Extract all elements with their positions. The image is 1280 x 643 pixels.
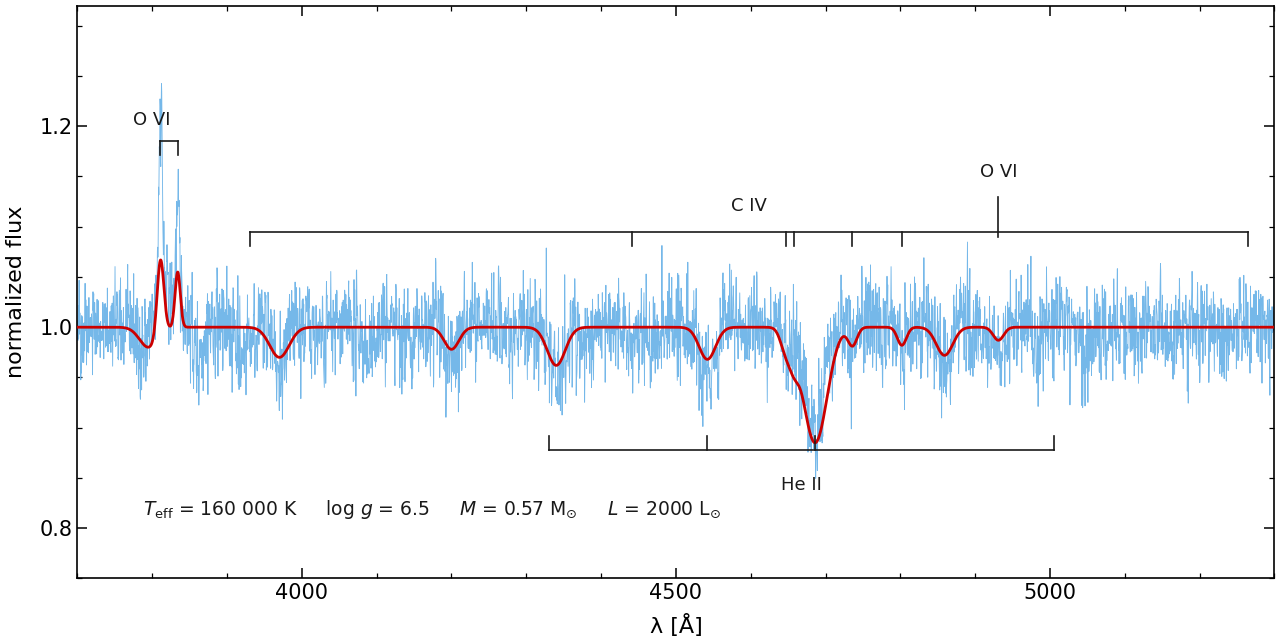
- X-axis label: λ [Å]: λ [Å]: [649, 615, 703, 637]
- Y-axis label: normalized flux: normalized flux: [5, 206, 26, 378]
- Text: O VI: O VI: [133, 111, 172, 129]
- Text: He II: He II: [781, 476, 822, 494]
- Text: C IV: C IV: [731, 197, 767, 215]
- Text: $T_{\rm eff}$ = 160 000 K     log $g$ = 6.5     $M$ = 0.57 M$_{\odot}$     $L$ =: $T_{\rm eff}$ = 160 000 K log $g$ = 6.5 …: [143, 498, 722, 521]
- Text: O VI: O VI: [979, 163, 1018, 181]
